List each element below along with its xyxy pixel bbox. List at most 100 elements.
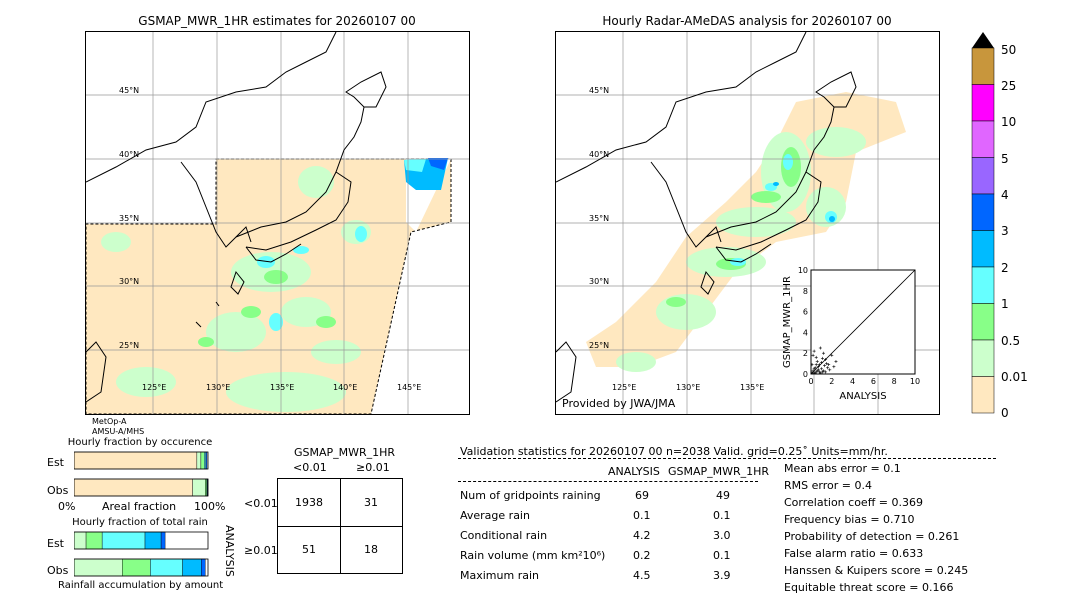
fraction-bar-frame xyxy=(74,478,209,497)
vrow-a-1: 0.1 xyxy=(633,509,651,522)
left-lon-130: 130°E xyxy=(206,383,230,392)
left-map: 45°N 40°N 35°N 30°N 25°N 125°E 130°E 135… xyxy=(85,31,470,415)
left-lon-140: 140°E xyxy=(333,383,357,392)
right-lat-25: 25°N xyxy=(589,341,609,350)
right-lon-125: 125°E xyxy=(612,383,636,392)
fraction-segment xyxy=(150,558,183,577)
left-map-canvas: 45°N 40°N 35°N 30°N 25°N 125°E 130°E 135… xyxy=(86,32,469,414)
scatter-point xyxy=(810,363,814,367)
cbar-label-25: 25 xyxy=(1001,79,1017,93)
cbar-label-5: 5 xyxy=(1001,152,1009,166)
score-5: False alarm ratio = 0.633 xyxy=(784,547,924,560)
scatter-point xyxy=(812,367,816,371)
right-map-title: Hourly Radar-AMeDAS analysis for 2026010… xyxy=(602,14,892,28)
cbar-label-3: 3 xyxy=(1001,224,1009,238)
cbar-label-2: 2 xyxy=(1001,261,1009,275)
right-lat-45: 45°N xyxy=(589,86,609,95)
fraction-segment xyxy=(122,558,151,577)
colorbar-block xyxy=(971,230,995,268)
occurrence-title: Hourly fraction by occurence xyxy=(67,437,213,448)
cbar-label-10: 10 xyxy=(1001,115,1017,129)
rain-fraction-xlabel: Rainfall accumulation by amount xyxy=(58,580,224,591)
fraction-segment xyxy=(182,558,202,577)
right-lat-30: 30°N xyxy=(589,277,609,286)
fraction-segment xyxy=(200,451,205,470)
scatter-point xyxy=(824,370,828,374)
fraction-segment xyxy=(74,478,193,497)
ct-cell-hit: 18 xyxy=(364,543,378,556)
scatter-ytick: 4 xyxy=(803,328,808,337)
ct-row-axis: ANALYSIS xyxy=(223,525,236,577)
fraction-segment xyxy=(160,531,166,550)
left-lat-45: 45°N xyxy=(119,86,139,95)
colorbar-block xyxy=(971,303,995,341)
fraction-segment xyxy=(101,531,146,550)
left-lon-145: 145°E xyxy=(397,383,421,392)
fraction-segment xyxy=(205,451,208,470)
scatter-point xyxy=(811,353,815,357)
satellite-note-1: MetOp-A xyxy=(92,417,127,426)
colorbar-block xyxy=(971,376,995,414)
score-7: Equitable threat score = 0.166 xyxy=(784,581,954,594)
fraction-segment xyxy=(85,531,103,550)
scatter-point xyxy=(827,363,831,367)
fraction-bar-frame xyxy=(74,451,209,470)
fraction-segment xyxy=(196,451,202,470)
left-lon-125: 125°E xyxy=(142,383,166,392)
cbar-label-1: 1 xyxy=(1001,297,1009,311)
fraction-segment xyxy=(205,478,207,497)
vrow-label-3: Rain volume (mm km²10⁶) xyxy=(460,549,606,562)
scatter-point xyxy=(815,369,819,373)
scatter-point xyxy=(820,356,824,360)
scatter-point xyxy=(814,355,818,359)
ct-col-lt: <0.01 xyxy=(293,461,327,474)
vrow-g-0: 49 xyxy=(716,489,730,502)
rain-obs-label: Obs xyxy=(47,564,69,577)
fraction-segment xyxy=(74,531,87,550)
ct-row-lt: <0.01 xyxy=(244,497,278,510)
scatter-point xyxy=(816,365,820,369)
right-lon-135: 135°E xyxy=(740,383,764,392)
vrow-g-4: 3.9 xyxy=(713,569,731,582)
rain-est-label: Est xyxy=(47,537,64,550)
cbar-label-0: 0 xyxy=(1001,406,1009,420)
vrow-a-4: 4.5 xyxy=(633,569,651,582)
occurrence-tick-0: 0% xyxy=(58,500,76,513)
fraction-segment xyxy=(201,558,206,577)
scatter-point xyxy=(832,365,836,369)
colorbar-extend-arrow xyxy=(972,32,994,48)
fraction-segment xyxy=(204,451,207,470)
validation-header: Validation statistics for 20260107 00 n=… xyxy=(460,445,888,458)
validation-col-analysis: ANALYSIS xyxy=(608,465,660,478)
left-lat-40: 40°N xyxy=(119,150,139,159)
colorbar xyxy=(971,32,995,414)
vrow-label-4: Maximum rain xyxy=(460,569,539,582)
cbar-label-50: 50 xyxy=(1001,43,1017,57)
fraction-bar-frame xyxy=(74,558,209,577)
colorbar-block xyxy=(971,47,995,85)
fraction-segment xyxy=(74,558,123,577)
fraction-segment xyxy=(74,451,198,470)
score-6: Hanssen & Kuipers score = 0.245 xyxy=(784,564,969,577)
vrow-g-2: 3.0 xyxy=(713,529,731,542)
ct-col-ge: ≥0.01 xyxy=(356,461,390,474)
scatter-point xyxy=(830,353,834,357)
vrow-label-0: Num of gridpoints raining xyxy=(460,489,601,502)
scatter-xtick: 10 xyxy=(910,377,920,386)
validation-col-gsmap: GSMAP_MWR_1HR xyxy=(668,465,770,478)
scatter-point xyxy=(834,360,838,364)
vrow-a-2: 4.2 xyxy=(633,529,651,542)
colorbar-block xyxy=(971,339,995,377)
right-lon-130: 130°E xyxy=(676,383,700,392)
scatter-point xyxy=(823,364,827,368)
right-lat-40: 40°N xyxy=(589,150,609,159)
colorbar-block xyxy=(971,193,995,231)
scatter-point xyxy=(818,346,822,350)
satellite-note-2: AMSU-A/MHS xyxy=(92,427,145,436)
validation-divider-top xyxy=(458,458,996,459)
score-1: RMS error = 0.4 xyxy=(784,479,872,492)
occurrence-tick-100: 100% xyxy=(194,500,226,513)
score-0: Mean abs error = 0.1 xyxy=(784,462,901,475)
vrow-a-0: 69 xyxy=(635,489,649,502)
scatter-point xyxy=(820,370,824,374)
